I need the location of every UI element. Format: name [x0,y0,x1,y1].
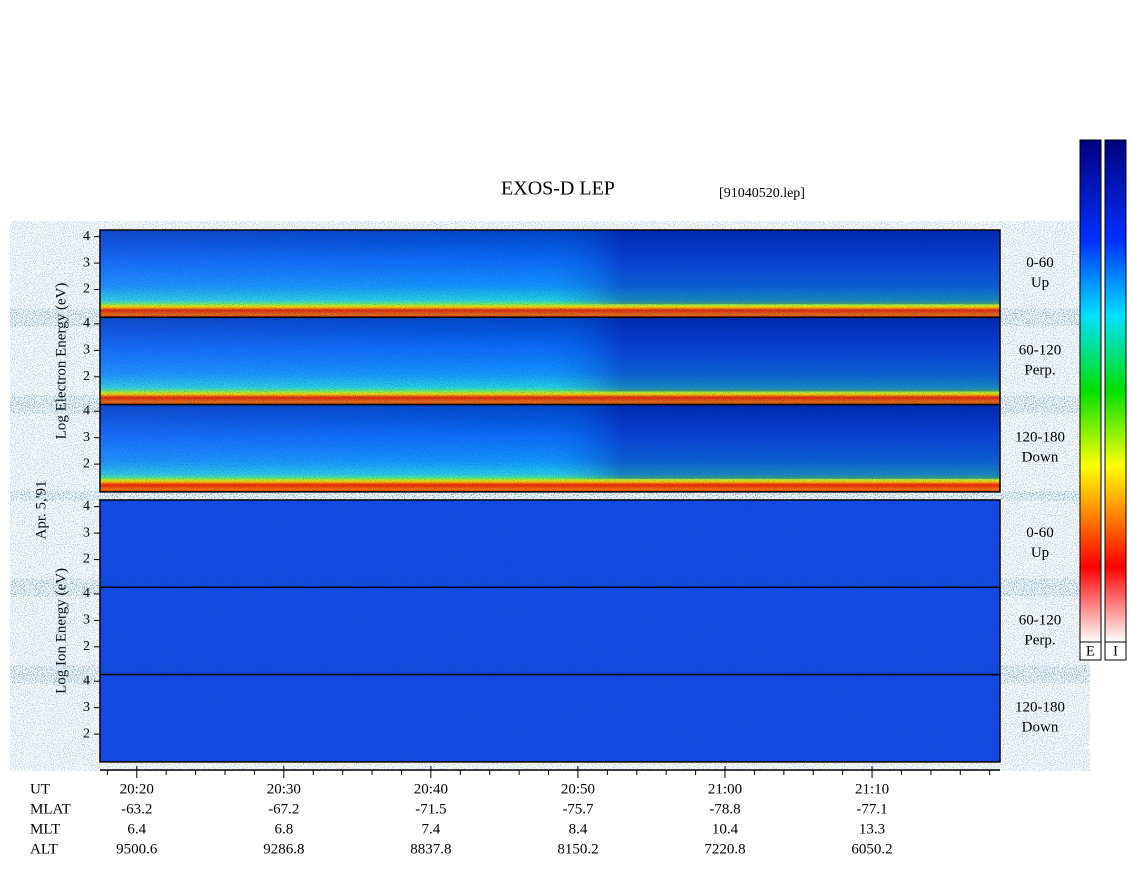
spectrogram-noise [100,587,1000,675]
colorbar-label: I [1113,643,1118,659]
colorbar-label-box [1079,641,1102,661]
panel-direction: Perp. [1024,362,1055,378]
y-tick-label: 3 [83,343,90,358]
chart-title: EXOS-D LEP [501,178,615,200]
colorbar-label: E [1086,643,1095,659]
y-tick-label: 4 [83,403,90,418]
y-tick-label: 4 [83,499,90,514]
y-tick-label: 2 [83,726,90,741]
chart-subtitle: [91040520.lep] [719,186,805,201]
colorbar-label-box [1104,641,1127,661]
y-tick-label: 2 [83,369,90,384]
ephemeris-value: 8.4 [569,821,588,837]
y-tick-label: 3 [83,700,90,715]
panel-direction: Down [1022,450,1059,466]
y-tick-label: 3 [83,430,90,445]
x-row-label: UT [30,781,50,797]
ephemeris-value: 6.8 [274,821,293,837]
x-tick-label: 20:40 [414,781,448,797]
y-tick-label: 2 [83,639,90,654]
y-tick-label: 4 [83,316,90,331]
ephemeris-value: 13.3 [859,821,885,837]
date-label: Apr. 5,'91 [33,481,49,540]
x-tick-label: 21:10 [855,781,889,797]
x-tick-label: 20:30 [267,781,301,797]
panel-direction: Down [1022,720,1059,736]
y-tick-label: 2 [83,456,90,471]
y-tick-label: 4 [83,586,90,601]
panel-frame [99,673,1001,763]
y-tick-label: 2 [83,552,90,567]
ephemeris-value: 8837.8 [410,841,451,857]
panel-angle: 0-60 [1026,255,1054,271]
ephemeris-value: 6.4 [127,821,146,837]
ephemeris-value: 9500.6 [116,841,158,857]
ephemeris-value: -78.8 [709,801,740,817]
y-tick-label: 4 [83,229,90,244]
y-axis-label: Log Ion Energy (eV) [53,568,69,694]
panel-angle: 60-120 [1019,342,1062,358]
panel-angle: 60-120 [1019,612,1062,628]
colorbar [1079,139,1102,643]
ephemeris-label: MLT [30,821,60,837]
panel-frame [99,403,1001,493]
panel-direction: Up [1031,275,1049,291]
y-tick-label: 4 [83,673,90,688]
ephemeris-value: 8150.2 [557,841,598,857]
ephemeris-value: 7220.8 [704,841,745,857]
panel-angle: 120-180 [1015,700,1065,716]
ephemeris-label: MLAT [30,801,71,817]
spectrogram-noise [100,674,1000,762]
ephemeris-value: -71.5 [415,801,446,817]
colorbar [1104,139,1127,643]
ephemeris-value: 9286.8 [263,841,304,857]
y-tick-label: 2 [83,282,90,297]
spectrogram-noise [100,230,1000,318]
ephemeris-value: -63.2 [121,801,152,817]
x-tick-label: 20:50 [561,781,595,797]
ephemeris-value: 7.4 [422,821,441,837]
ephemeris-value: -77.1 [856,801,887,817]
ephemeris-value: -67.2 [268,801,299,817]
panel-direction: Up [1031,545,1049,561]
y-tick-label: 3 [83,525,90,540]
y-tick-label: 3 [83,613,90,628]
spectrogram-noise [100,404,1000,492]
ephemeris-value: -75.7 [562,801,594,817]
ephemeris-value: 10.4 [712,821,739,837]
y-tick-label: 3 [83,255,90,270]
spectrogram-noise [100,317,1000,405]
panel-angle: 120-180 [1015,430,1065,446]
x-tick-label: 21:00 [708,781,742,797]
panel-angle: 0-60 [1026,525,1054,541]
panel-direction: Perp. [1024,632,1055,648]
x-tick-label: 20:20 [120,781,154,797]
spectrogram-noise [100,500,1000,588]
ephemeris-label: ALT [30,841,58,857]
ephemeris-value: 6050.2 [851,841,892,857]
y-axis-label: Log Electron Energy (eV) [53,283,69,440]
